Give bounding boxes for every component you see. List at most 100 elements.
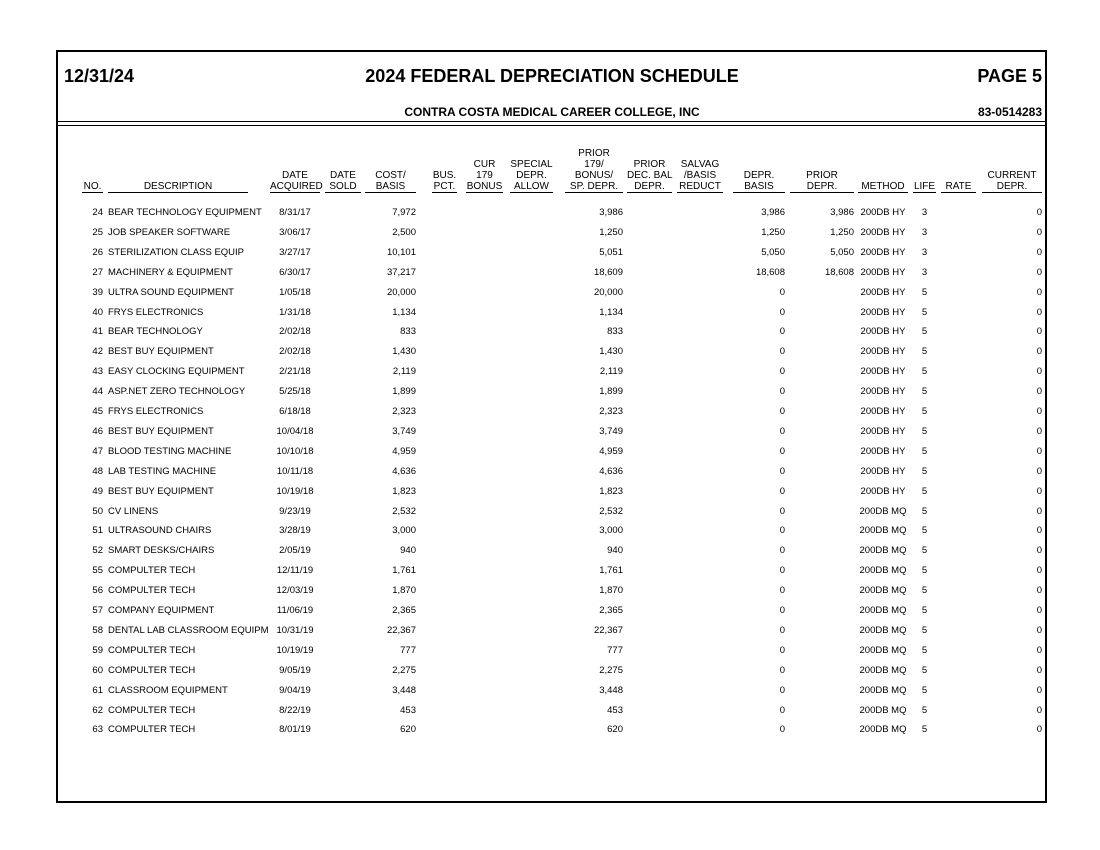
table-cell: 52 bbox=[92, 545, 103, 557]
table-cell: 45 bbox=[92, 406, 103, 417]
table-cell: 0 bbox=[779, 624, 785, 636]
table-cell: 10/19/19 bbox=[276, 644, 314, 656]
table-cell: 3 bbox=[921, 246, 928, 258]
table-cell: 2,323 bbox=[599, 406, 623, 417]
table-cell: BEAR TECHNOLOGY EQUIPMENT bbox=[108, 207, 262, 218]
table-cell: 200DB HY bbox=[860, 445, 906, 457]
table-cell: 43 bbox=[92, 366, 103, 378]
table-cell: 1,250 bbox=[761, 226, 785, 238]
table-cell: 8/01/19 bbox=[279, 724, 311, 736]
table-cell: 200DB MQ bbox=[859, 525, 907, 537]
table-cell: 0 bbox=[1036, 565, 1042, 577]
table-cell: 0 bbox=[1036, 306, 1042, 318]
table-cell: 0 bbox=[1036, 366, 1042, 378]
table-cell: 56 bbox=[92, 585, 103, 597]
table-cell: 3,000 bbox=[599, 525, 623, 537]
table-cell: 1,134 bbox=[599, 306, 623, 318]
table-cell: 18,609 bbox=[593, 266, 623, 278]
table-cell: 200DB HY bbox=[860, 465, 906, 477]
table-cell: 62 bbox=[92, 704, 103, 716]
table-cell: 0 bbox=[1036, 724, 1042, 736]
table-cell: 11/06/19 bbox=[276, 605, 314, 616]
table-cell: 10/19/18 bbox=[276, 485, 314, 497]
table-cell: 4,636 bbox=[392, 465, 416, 477]
table-cell: 0 bbox=[1036, 704, 1042, 716]
table-cell: 5 bbox=[921, 326, 928, 338]
table-cell: 0 bbox=[1036, 326, 1042, 338]
table-cell: 6/18/18 bbox=[279, 406, 311, 417]
column-header: BASIS bbox=[365, 181, 416, 193]
table-cell: 0 bbox=[779, 565, 785, 577]
table-cell: 940 bbox=[400, 545, 416, 557]
table-cell: ULTRASOUND CHAIRS bbox=[108, 525, 212, 537]
table-cell: MACHINERY & EQUIPMENT bbox=[108, 266, 233, 278]
table-cell: 5 bbox=[921, 286, 928, 298]
table-cell: 12/03/19 bbox=[276, 585, 314, 597]
page-number: PAGE 5 bbox=[977, 66, 1042, 86]
table-cell: 3,749 bbox=[392, 425, 416, 437]
table-cell: 3,448 bbox=[392, 684, 416, 696]
table-cell: 5 bbox=[921, 585, 928, 597]
column-header: SP. DEPR. bbox=[565, 181, 623, 193]
table-cell: 0 bbox=[779, 585, 785, 597]
table-cell: 10/11/18 bbox=[276, 465, 314, 477]
table-cell: 55 bbox=[92, 565, 103, 577]
table-cell: 5,051 bbox=[599, 246, 623, 258]
table-cell: BEST BUY EQUIPMENT bbox=[108, 346, 214, 358]
table-cell: 0 bbox=[779, 386, 785, 398]
table-cell: 27 bbox=[92, 266, 103, 278]
table-cell: BEST BUY EQUIPMENT bbox=[108, 485, 214, 497]
table-cell: 200DB HY bbox=[860, 246, 906, 258]
table-cell: 0 bbox=[1036, 525, 1042, 537]
table-cell: 4,636 bbox=[599, 465, 623, 477]
table-cell: 0 bbox=[1036, 465, 1042, 477]
table-cell: 0 bbox=[1036, 246, 1042, 258]
table-cell: 0 bbox=[779, 684, 785, 696]
table-cell: 0 bbox=[1036, 226, 1042, 238]
table-cell: 2,365 bbox=[599, 605, 623, 616]
table-cell: COMPANY EQUIPMENT bbox=[108, 605, 215, 616]
table-cell: 1,870 bbox=[392, 585, 416, 597]
table-cell: 10/10/18 bbox=[276, 445, 314, 457]
table-cell: 5 bbox=[921, 525, 928, 537]
table-cell: 1,761 bbox=[599, 565, 623, 577]
table-cell: 4,959 bbox=[599, 445, 623, 457]
column-header: SOLD bbox=[325, 181, 361, 193]
table-cell: 5 bbox=[921, 445, 928, 457]
table-cell: 39 bbox=[92, 286, 103, 298]
table-cell: 5 bbox=[921, 346, 928, 358]
table-cell: 1,761 bbox=[392, 565, 416, 577]
table-cell: 0 bbox=[1036, 406, 1042, 417]
table-cell: COMPULTER TECH bbox=[108, 724, 196, 736]
table-cell: 3 bbox=[921, 266, 928, 278]
table-cell: 20,000 bbox=[386, 286, 416, 298]
table-cell: 0 bbox=[779, 306, 785, 318]
table-cell: 0 bbox=[779, 644, 785, 656]
table-cell: 0 bbox=[1036, 207, 1042, 218]
table-cell: 777 bbox=[607, 644, 623, 656]
table-cell: 61 bbox=[92, 684, 103, 696]
table-cell: 2/21/18 bbox=[279, 366, 311, 378]
table-cell: 6/30/17 bbox=[279, 266, 311, 278]
table-cell: 1,134 bbox=[392, 306, 416, 318]
table-cell: FRYS ELECTRONICS bbox=[108, 306, 204, 318]
table-cell: 5 bbox=[921, 545, 928, 557]
table-cell: 2,532 bbox=[392, 505, 416, 517]
table-cell: 48 bbox=[92, 465, 103, 477]
table-cell: 1,870 bbox=[599, 585, 623, 597]
table-cell: 453 bbox=[607, 704, 623, 716]
table-cell: 200DB HY bbox=[860, 306, 906, 318]
table-cell: 22,367 bbox=[386, 624, 416, 636]
table-cell: 453 bbox=[400, 704, 416, 716]
table-cell: 50 bbox=[92, 505, 103, 517]
table-cell: 620 bbox=[607, 724, 623, 736]
table-cell: 0 bbox=[1036, 664, 1042, 676]
table-cell: 1,430 bbox=[392, 346, 416, 358]
table-cell: 200DB HY bbox=[860, 485, 906, 497]
table-cell: 49 bbox=[92, 485, 103, 497]
table-cell: 0 bbox=[1036, 286, 1042, 298]
column-header: DEPR. bbox=[790, 181, 854, 193]
table-cell: EASY CLOCKING EQUIPMENT bbox=[108, 366, 245, 378]
table-cell: 0 bbox=[779, 545, 785, 557]
table-cell: 0 bbox=[779, 465, 785, 477]
